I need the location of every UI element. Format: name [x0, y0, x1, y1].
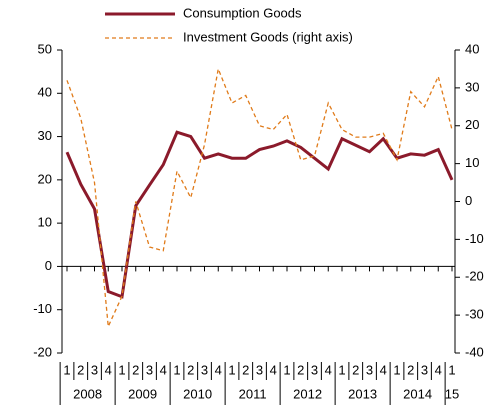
x-tick-label: 1	[228, 362, 235, 377]
x-tick-label: 4	[435, 362, 442, 377]
x-tick-label: 4	[160, 362, 167, 377]
x-tick-label: 1	[63, 362, 70, 377]
y2-tick-label: 20	[465, 117, 479, 132]
y-tick-label: 0	[45, 258, 52, 273]
y-tick-label: 40	[38, 85, 52, 100]
year-label: 2010	[183, 386, 212, 401]
x-tick-label: 2	[187, 362, 194, 377]
y-tick-label: -20	[33, 344, 52, 359]
year-label: 2012	[293, 386, 322, 401]
x-tick-label: 1	[448, 362, 455, 377]
y2-tick-label: -40	[465, 344, 484, 359]
x-tick-label: 2	[352, 362, 359, 377]
x-tick-label: 3	[146, 362, 153, 377]
y2-tick-label: -20	[465, 269, 484, 284]
x-tick-label: 4	[105, 362, 112, 377]
x-tick-label: 4	[325, 362, 332, 377]
x-tick-label: 4	[270, 362, 277, 377]
year-label: 15	[445, 386, 459, 401]
series-line	[66, 66, 453, 329]
y-tick-label: 20	[38, 171, 52, 186]
year-label: 2014	[403, 386, 432, 401]
year-label: 2008	[73, 386, 102, 401]
x-tick-label: 3	[256, 362, 263, 377]
y2-tick-label: 0	[465, 193, 472, 208]
x-tick-label: 2	[132, 362, 139, 377]
legend-label: Consumption Goods	[183, 5, 302, 20]
y2-tick-label: 30	[465, 79, 479, 94]
x-tick-label: 1	[173, 362, 180, 377]
year-label: 2009	[128, 386, 157, 401]
y-tick-label: 50	[38, 41, 52, 56]
y2-tick-label: 10	[465, 155, 479, 170]
year-label: 2011	[239, 386, 267, 401]
x-tick-label: 1	[118, 362, 125, 377]
x-tick-label: 1	[338, 362, 345, 377]
x-tick-label: 1	[283, 362, 290, 377]
x-tick-label: 2	[407, 362, 414, 377]
x-tick-label: 4	[380, 362, 387, 377]
x-tick-label: 3	[201, 362, 208, 377]
x-tick-label: 1	[393, 362, 400, 377]
x-tick-label: 2	[77, 362, 84, 377]
x-tick-label: 2	[242, 362, 249, 377]
x-tick-label: 3	[91, 362, 98, 377]
series-line	[65, 130, 454, 299]
x-tick-label: 4	[215, 362, 222, 377]
y-tick-label: 10	[38, 215, 52, 230]
y-tick-label: -10	[33, 301, 52, 316]
year-label: 2013	[348, 386, 377, 401]
x-tick-label: 3	[421, 362, 428, 377]
x-tick-label: 3	[366, 362, 373, 377]
y2-tick-label: 40	[465, 41, 479, 56]
x-tick-label: 3	[311, 362, 318, 377]
y-tick-label: 30	[38, 128, 52, 143]
y2-tick-label: -10	[465, 231, 484, 246]
x-tick-label: 2	[297, 362, 304, 377]
legend-label: Investment Goods (right axis)	[183, 29, 353, 44]
y2-tick-label: -30	[465, 307, 484, 322]
